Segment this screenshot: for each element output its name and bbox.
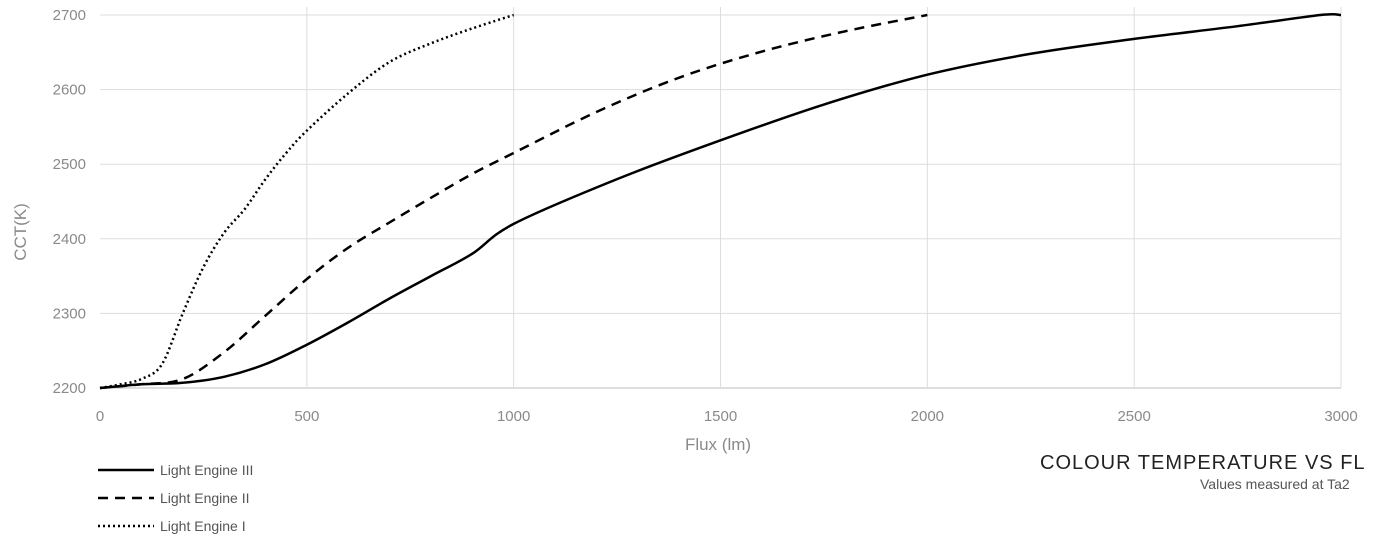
x-tick-label: 2500 xyxy=(1117,408,1150,425)
legend: Light Engine III Light Engine II Light E… xyxy=(98,456,253,540)
y-axis-label: CCT(K) xyxy=(11,203,30,261)
x-tick-label: 3000 xyxy=(1324,408,1357,425)
chart-title: COLOUR TEMPERATURE VS FL xyxy=(1040,452,1366,474)
y-tick-label: 2300 xyxy=(53,305,86,322)
y-tick-label: 2200 xyxy=(53,380,86,397)
x-axis-label: Flux (lm) xyxy=(685,435,751,454)
legend-item-light-engine-iii: Light Engine III xyxy=(98,456,253,484)
legend-label: Light Engine III xyxy=(160,462,254,478)
y-tick-label: 2600 xyxy=(53,82,86,99)
legend-label: Light Engine I xyxy=(160,518,246,534)
grid-lines xyxy=(100,7,1342,389)
legend-label: Light Engine II xyxy=(160,490,250,506)
chart-subtitle: Values measured at Ta2 xyxy=(1200,476,1350,492)
series-line-solid xyxy=(99,12,1342,390)
x-tick-label: 1500 xyxy=(704,408,737,425)
legend-swatch-solid xyxy=(98,468,154,472)
series-line-dotted xyxy=(99,13,515,390)
series-lines xyxy=(99,12,1342,390)
legend-item-light-engine-i: Light Engine I xyxy=(98,512,253,540)
series-line-dashed xyxy=(99,13,928,390)
y-axis-ticks: 2200 2300 2400 2500 2600 2700 xyxy=(53,7,86,397)
y-tick-label: 2400 xyxy=(53,231,86,248)
x-tick-label: 2000 xyxy=(911,408,944,425)
x-tick-label: 0 xyxy=(96,408,104,425)
x-tick-label: 1000 xyxy=(497,408,530,425)
legend-item-light-engine-ii: Light Engine II xyxy=(98,484,253,512)
legend-swatch-dotted xyxy=(98,524,154,528)
x-tick-label: 500 xyxy=(294,408,319,425)
y-tick-label: 2500 xyxy=(53,156,86,173)
x-axis-ticks: 0 500 1000 1500 2000 2500 3000 xyxy=(96,408,1358,425)
y-tick-label: 2700 xyxy=(53,7,86,24)
legend-swatch-dashed xyxy=(98,496,154,500)
chart-caption: COLOUR TEMPERATURE VS FL Values measured… xyxy=(1040,452,1374,492)
